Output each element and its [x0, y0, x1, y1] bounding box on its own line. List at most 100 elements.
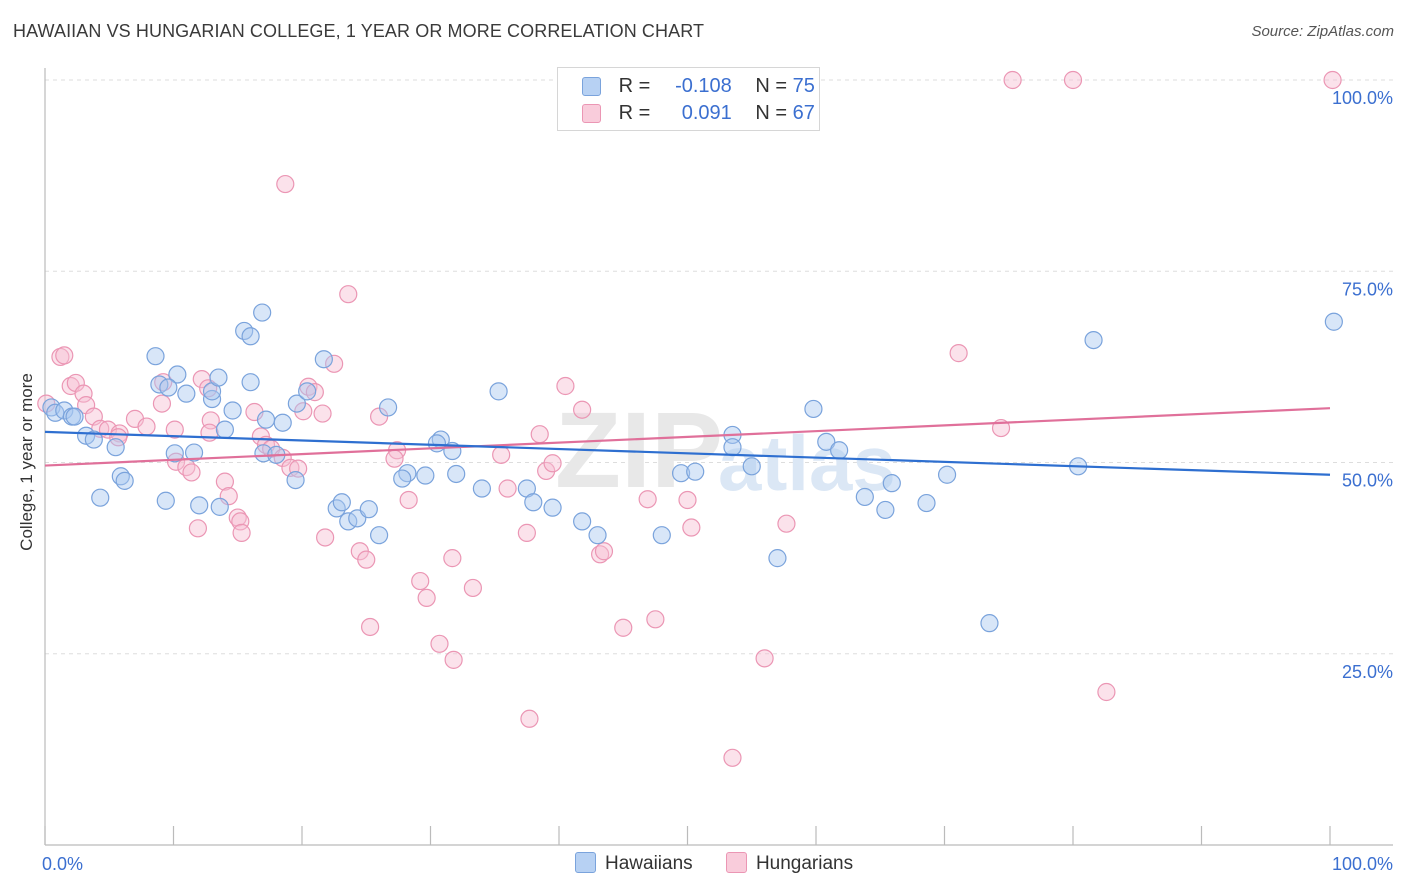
data-point-hawaiians — [743, 458, 760, 475]
data-point-hungarians — [1004, 72, 1021, 89]
data-point-hawaiians — [66, 408, 83, 425]
hawaiians-legend-swatch — [575, 852, 596, 873]
data-point-hawaiians — [574, 513, 591, 530]
data-point-hungarians — [518, 524, 535, 541]
data-point-hungarians — [56, 347, 73, 364]
data-point-hungarians — [362, 618, 379, 635]
data-point-hawaiians — [918, 495, 935, 512]
data-point-hawaiians — [254, 304, 271, 321]
data-point-hungarians — [1324, 72, 1341, 89]
data-point-hawaiians — [769, 550, 786, 567]
r-value-hawaiians: -0.108 — [662, 75, 732, 98]
data-point-hungarians — [183, 464, 200, 481]
data-point-hawaiians — [724, 439, 741, 456]
legend-label-hawaiians: Hawaiians — [605, 853, 693, 874]
data-point-hungarians — [138, 418, 155, 435]
data-point-hungarians — [317, 529, 334, 546]
data-point-hungarians — [499, 480, 516, 497]
data-point-hungarians — [544, 455, 561, 472]
data-point-hawaiians — [883, 475, 900, 492]
data-point-hungarians — [574, 401, 591, 418]
data-point-hawaiians — [147, 348, 164, 365]
y-tick-label: 25.0% — [1342, 662, 1393, 682]
data-point-hawaiians — [371, 527, 388, 544]
scatter-chart: ZIP atlas 25.0%50.0%75.0%100.0%0.0% 100.0… — [0, 0, 1406, 892]
data-point-hawaiians — [589, 527, 606, 544]
data-point-hungarians — [386, 450, 403, 467]
data-point-hungarians — [445, 651, 462, 668]
data-point-hungarians — [431, 635, 448, 652]
data-point-hawaiians — [360, 501, 377, 518]
data-point-hawaiians — [544, 499, 561, 516]
r-value-hungarians: 0.091 — [662, 102, 732, 125]
data-point-hawaiians — [653, 527, 670, 544]
y-axis-label: College, 1 year or more — [17, 373, 36, 551]
data-point-hungarians — [557, 378, 574, 395]
data-point-hungarians — [400, 491, 417, 508]
data-point-hungarians — [493, 446, 510, 463]
y-tick-label: 100.0% — [1332, 88, 1393, 108]
data-point-hungarians — [639, 491, 656, 508]
r-label: R = — [619, 75, 651, 98]
legend-row-hungarians: R = 0.091 N = 67 — [582, 102, 815, 126]
data-point-hungarians — [464, 579, 481, 596]
legend-item-hawaiians[interactable]: Hawaiians — [575, 852, 693, 875]
data-point-hawaiians — [157, 492, 174, 509]
data-point-hungarians — [340, 286, 357, 303]
data-point-hawaiians — [1325, 313, 1342, 330]
n-label: N = — [755, 75, 787, 97]
legend-item-hungarians[interactable]: Hungarians — [726, 852, 853, 875]
data-point-hawaiians — [299, 383, 316, 400]
data-point-hawaiians — [525, 494, 542, 511]
data-point-hawaiians — [939, 466, 956, 483]
data-point-hawaiians — [92, 489, 109, 506]
data-point-hawaiians — [224, 402, 241, 419]
stats-legend: R = -0.108 N = 75 R = 0.091 N = 67 — [557, 67, 820, 131]
data-point-hungarians — [647, 611, 664, 628]
data-point-hungarians — [778, 515, 795, 532]
data-point-hawaiians — [380, 399, 397, 416]
data-point-hungarians — [724, 749, 741, 766]
data-point-hawaiians — [315, 351, 332, 368]
data-point-hungarians — [153, 395, 170, 412]
data-point-hungarians — [1065, 72, 1082, 89]
data-point-hawaiians — [856, 488, 873, 505]
data-point-hungarians — [444, 550, 461, 567]
data-point-hungarians — [418, 589, 435, 606]
data-point-hawaiians — [210, 369, 227, 386]
y-tick-label: 50.0% — [1342, 471, 1393, 491]
data-point-hungarians — [595, 543, 612, 560]
data-point-hawaiians — [1085, 332, 1102, 349]
data-point-hawaiians — [805, 400, 822, 417]
legend-row-hawaiians: R = -0.108 N = 75 — [582, 75, 815, 99]
data-point-hawaiians — [490, 383, 507, 400]
data-point-hawaiians — [191, 497, 208, 514]
n-value-hawaiians: 75 — [793, 75, 815, 97]
x-tick-label: 100.0% — [1332, 854, 1393, 874]
data-point-hawaiians — [178, 385, 195, 402]
data-point-hawaiians — [394, 470, 411, 487]
hawaiians-swatch — [582, 77, 601, 96]
data-point-hawaiians — [116, 472, 133, 489]
data-point-hungarians — [756, 650, 773, 667]
data-point-hungarians — [1098, 684, 1115, 701]
data-point-hawaiians — [687, 463, 704, 480]
data-point-hungarians — [412, 573, 429, 590]
r-label: R = — [619, 102, 651, 125]
data-point-hawaiians — [287, 472, 304, 489]
data-point-hawaiians — [274, 414, 291, 431]
grid-lines — [45, 80, 1393, 654]
data-point-hawaiians — [258, 411, 275, 428]
data-point-hungarians — [950, 345, 967, 362]
data-point-hungarians — [358, 551, 375, 568]
data-point-hungarians — [679, 491, 696, 508]
data-point-hungarians — [233, 524, 250, 541]
data-point-hungarians — [531, 426, 548, 443]
n-value-hungarians: 67 — [793, 102, 815, 124]
series-legend: Hawaiians Hungarians — [575, 852, 881, 875]
data-point-hawaiians — [242, 328, 259, 345]
data-point-hungarians — [189, 520, 206, 537]
data-point-hawaiians — [160, 379, 177, 396]
legend-label-hungarians: Hungarians — [756, 853, 853, 874]
data-point-hawaiians — [473, 480, 490, 497]
